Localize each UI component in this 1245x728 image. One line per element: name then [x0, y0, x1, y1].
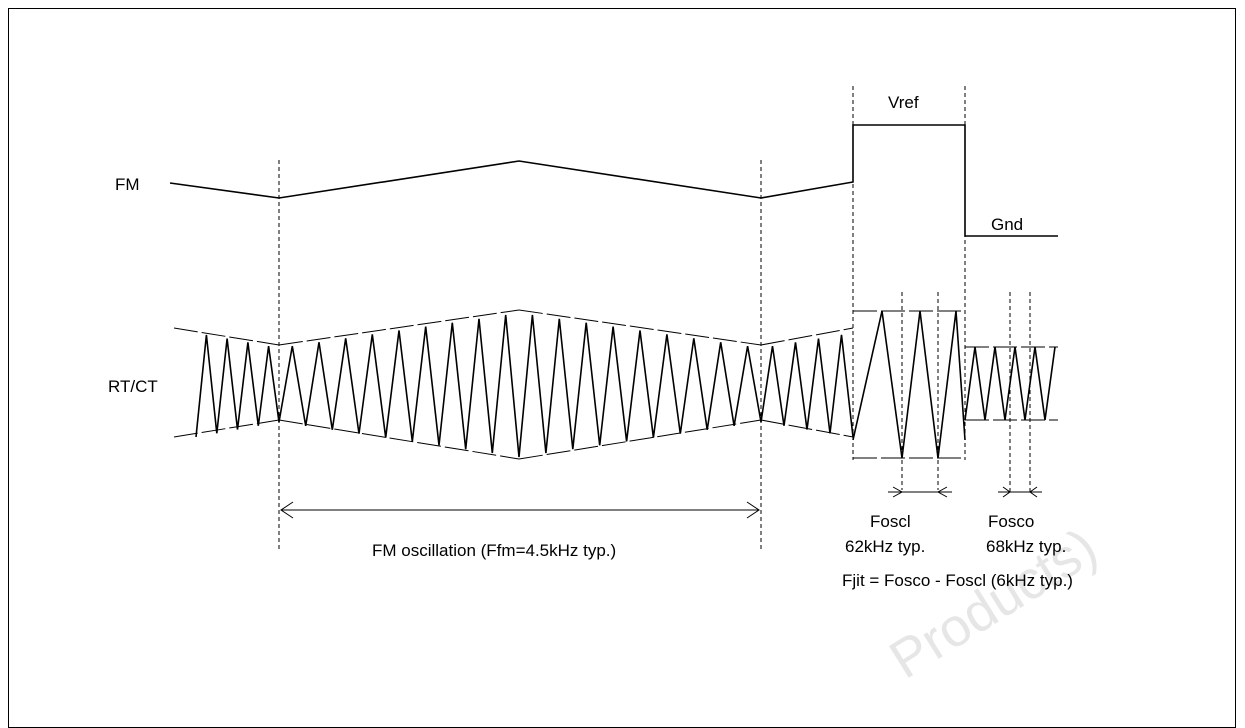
env-bot-2: [278, 419, 520, 460]
env-top-3: [518, 309, 762, 346]
fjit-formula: Fjit = Fosco - Foscl (6kHz typ.): [842, 571, 1073, 590]
rtct-foscl-wave: [852, 310, 966, 459]
rtct-fosco-wave: [964, 346, 1056, 421]
env-top-4: [760, 327, 854, 346]
env-bot-3: [518, 419, 762, 460]
foscl-value: 62kHz typ.: [845, 537, 925, 556]
foscl-name: Foscl: [870, 512, 911, 531]
vref-label: Vref: [888, 93, 919, 112]
dashed-markers: [278, 86, 1031, 552]
fm-waveform: [169, 124, 1058, 237]
rtct-waveform: [195, 310, 1056, 459]
fosco-value: 68kHz typ.: [986, 537, 1066, 556]
env-top-1: [173, 327, 280, 346]
rtct-envelope: [173, 309, 1058, 460]
env-top-2: [278, 309, 520, 346]
foscl-measure: [888, 486, 952, 498]
fosco-measure: [998, 486, 1042, 498]
rtct-fm-modulated-wave: [195, 314, 854, 458]
fm-oscillation-arrow: [280, 501, 760, 519]
env-bot-1: [173, 419, 280, 438]
rtct-signal-label: RT/CT: [108, 377, 158, 396]
fm-oscillation-label: FM oscillation (Ffm=4.5kHz typ.): [372, 541, 616, 560]
fm-signal-label: FM: [115, 175, 140, 194]
env-bot-4: [760, 419, 854, 438]
gnd-label: Gnd: [991, 215, 1023, 234]
fosco-name: Fosco: [988, 512, 1034, 531]
